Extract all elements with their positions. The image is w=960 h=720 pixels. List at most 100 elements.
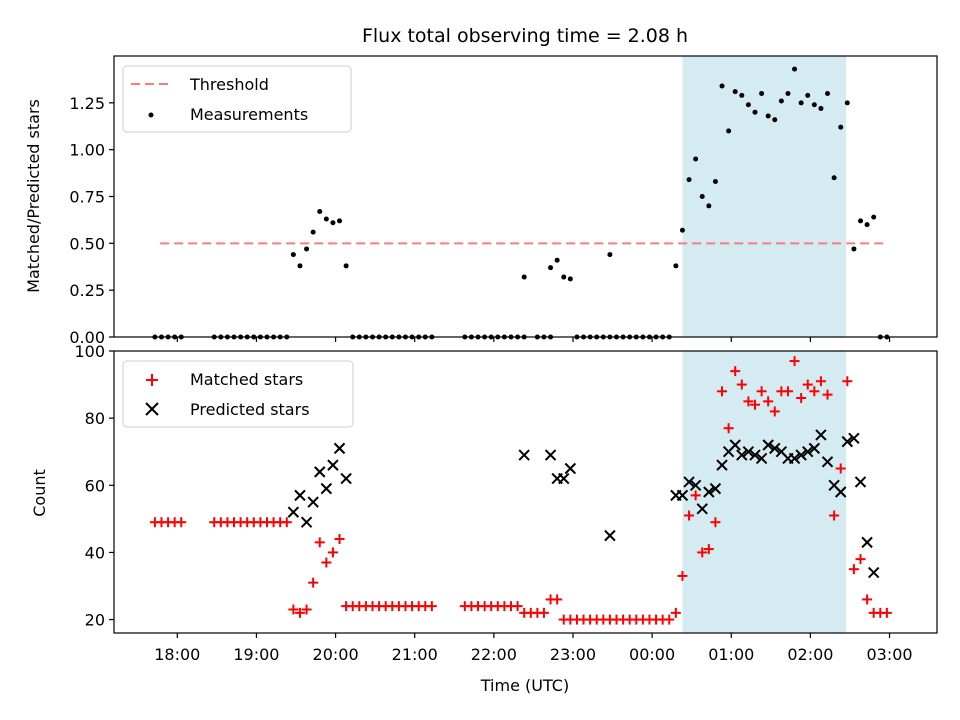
predicted-star-point [848, 432, 860, 444]
measurement-point [792, 66, 798, 72]
matched-star-point [327, 547, 338, 558]
predicted-star-point [683, 476, 695, 488]
chart-title: Flux total observing time = 2.08 h [362, 25, 688, 47]
measurement-point [304, 246, 310, 252]
matched-star-point [684, 510, 695, 521]
predicted-star-point [320, 482, 333, 495]
matched-star-point [809, 386, 820, 397]
bottom-y-ticks: 20 40 60 80 100 [74, 342, 114, 630]
matched-star-point [743, 396, 754, 407]
predicted-star-point [729, 439, 741, 451]
measurement-point [521, 274, 527, 280]
matched-star-point [723, 423, 734, 434]
matched-star-point [796, 393, 807, 403]
x-tick-label: 01:00 [708, 645, 754, 664]
matched-star-point [730, 366, 741, 377]
measurement-point [673, 263, 679, 269]
measurement-point [785, 90, 791, 96]
predicted-star-point [703, 486, 715, 498]
measurement-point [759, 90, 765, 96]
top-legend-box [122, 65, 352, 133]
measurement-point [607, 252, 613, 258]
predicted-star-point [815, 429, 827, 441]
measurement-point [679, 227, 685, 233]
predicted-star-point [749, 449, 761, 461]
x-tick-label: 18:00 [154, 645, 200, 664]
measurement-point [706, 203, 712, 209]
predicted-star-point [835, 486, 847, 498]
predicted-star-point [314, 466, 326, 478]
matched-star-point [717, 386, 728, 397]
matched-star-point [308, 577, 319, 588]
predicted-star-point [821, 456, 834, 468]
predicted-star-point [709, 482, 722, 495]
x-tick-label: 21:00 [392, 645, 438, 664]
top-axes-frame [113, 55, 938, 338]
matched-star-point [749, 399, 760, 410]
measurement-point [765, 113, 771, 119]
predicted-star-point [300, 516, 313, 528]
measurement-point [871, 214, 877, 220]
y-tick-label: 40 [85, 543, 105, 562]
matched-star-point [881, 607, 892, 618]
measurement-point [805, 92, 811, 98]
matched-star-point [281, 517, 292, 528]
predicted-star-point [558, 472, 570, 485]
y-tick-label: 0.25 [69, 281, 105, 300]
predicted-star-point [287, 506, 300, 518]
top-y-ticks: 0.00 0.25 0.50 0.75 1.00 1.25 [69, 94, 114, 347]
predicted-star-point [564, 462, 577, 475]
matched-star-point [842, 376, 853, 387]
legend-matched-swatch [146, 374, 158, 386]
matched-star-point [664, 614, 675, 625]
predicted-star-point [755, 452, 768, 465]
measurement-point [323, 216, 329, 222]
x-tick-label: 02:00 [787, 645, 833, 664]
matched-star-point [288, 604, 299, 615]
measurement-point [317, 208, 323, 214]
matched-star-point [321, 557, 332, 568]
matched-star-point [538, 607, 549, 618]
measurement-point [290, 252, 296, 258]
matched-star-point [829, 510, 840, 521]
legend-measurements-label: Measurements [190, 105, 308, 124]
measurement-point [554, 257, 560, 263]
predicted-star-point [676, 489, 689, 502]
measurement-point [778, 98, 784, 104]
measurement-point [864, 222, 870, 228]
measurement-point [831, 175, 837, 181]
legend-threshold-label: Threshold [189, 75, 269, 94]
measurement-point [818, 105, 824, 111]
y-tick-label: 100 [74, 342, 105, 361]
measurement-point [811, 102, 817, 108]
x-tick-label: 23:00 [550, 645, 596, 664]
measurement-point [719, 83, 725, 89]
x-tick-label: 00:00 [629, 645, 675, 664]
matched-stars-points [149, 356, 892, 625]
matched-star-point [703, 544, 714, 555]
predicted-star-point [518, 449, 530, 461]
y-tick-label: 0.75 [69, 188, 105, 207]
x-tick-label: 03:00 [866, 645, 912, 664]
top-shaded-region [682, 56, 846, 337]
predicted-star-point [696, 503, 708, 515]
predicted-star-point [736, 449, 748, 461]
matched-star-point [512, 601, 523, 612]
measurement-point [739, 92, 745, 98]
predicted-star-point [333, 442, 346, 455]
bottom-axes-frame [113, 350, 938, 634]
matched-star-point [769, 406, 780, 417]
measurement-point [561, 274, 567, 280]
measurement-point [825, 90, 831, 96]
measurement-point [567, 276, 573, 282]
x-tick-label: 20:00 [313, 645, 359, 664]
y-tick-label: 60 [85, 476, 105, 495]
matched-star-point [862, 594, 873, 605]
predicted-star-point [604, 529, 616, 542]
predicted-star-point [867, 566, 880, 579]
predicted-star-point [327, 459, 339, 471]
matched-star-point [815, 376, 826, 387]
top-panel: 0.00 0.25 0.50 0.75 1.00 1.25 Flux total obse… [24, 25, 938, 347]
bottom-legend-box [122, 360, 354, 428]
